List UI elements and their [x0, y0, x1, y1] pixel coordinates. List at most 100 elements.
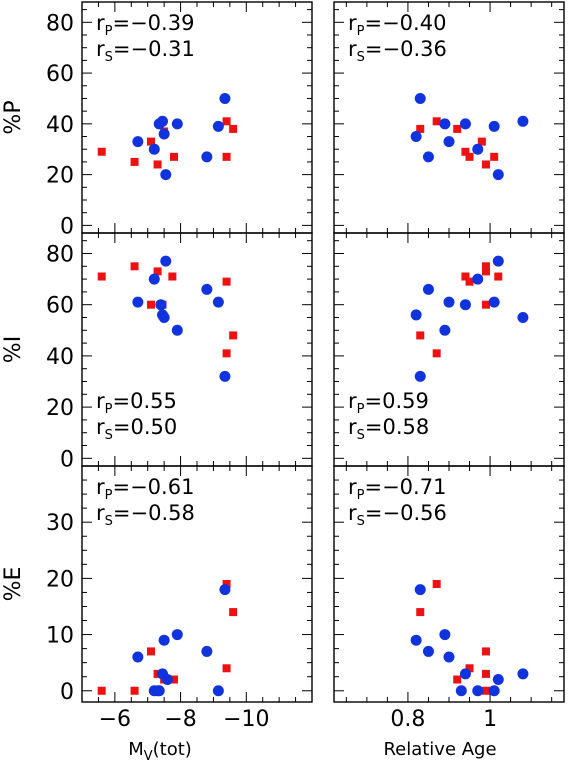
data-point-square [147, 647, 155, 656]
data-point-square [170, 152, 178, 161]
data-point-circle [517, 115, 529, 127]
data-point-circle [492, 255, 504, 267]
x-axis-title-relative-age: Relative Age [383, 739, 496, 760]
data-point-circle [517, 311, 529, 323]
data-point-circle [422, 151, 434, 163]
data-point-square [465, 152, 474, 161]
data-point-square [97, 686, 106, 695]
annotation-value: =0.59 [364, 389, 428, 413]
correlation-annotation: rS=−0.58 [96, 501, 195, 529]
annotation-value: =−0.61 [112, 475, 194, 499]
annotation-value: =0.50 [113, 415, 177, 439]
data-point-circle [472, 685, 484, 697]
annotation-value: =−0.31 [113, 37, 195, 61]
data-point-square [222, 664, 231, 673]
x-title-magnitude-sub: V [144, 749, 153, 764]
annotation-symbol: r [348, 475, 357, 499]
correlation-annotation: rS=0.58 [348, 415, 429, 443]
data-point-square [97, 147, 106, 156]
annotation-value: =−0.56 [365, 501, 447, 525]
data-point-circle [410, 634, 422, 646]
y-axis-label: %P [1, 100, 26, 134]
data-point-square [147, 137, 155, 146]
data-point-square [481, 300, 490, 309]
y-tick-label: 80 [46, 242, 74, 267]
annotation-subscript: S [357, 428, 365, 443]
data-point-circle [459, 118, 471, 130]
data-point-circle [443, 651, 455, 663]
data-point-circle [219, 92, 231, 104]
annotation-subscript: P [105, 24, 113, 39]
data-point-circle [459, 299, 471, 311]
data-point-circle [439, 629, 451, 641]
data-point-square [130, 262, 139, 271]
data-point-circle [158, 311, 170, 323]
data-point-square [222, 117, 231, 126]
y-tick-label: 0 [60, 447, 74, 472]
data-point-circle [422, 283, 434, 295]
data-point-circle [132, 651, 144, 663]
data-point-square [432, 117, 441, 126]
annotation-symbol: r [348, 11, 357, 35]
data-point-circle [201, 645, 213, 657]
data-point-circle [158, 128, 170, 140]
data-point-circle [492, 169, 504, 181]
annotation-value: =0.55 [112, 389, 176, 413]
data-point-circle [219, 370, 231, 382]
annotation-subscript: S [357, 514, 365, 529]
data-point-square [222, 580, 231, 588]
data-point-square [481, 262, 490, 271]
y-tick-label: 40 [46, 113, 74, 138]
data-point-circle [443, 296, 455, 308]
annotation-value: =−0.39 [112, 11, 194, 35]
annotation-subscript: P [357, 402, 365, 417]
data-point-circle [171, 629, 183, 641]
annotation-symbol: r [96, 415, 105, 439]
annotation-value: =−0.40 [364, 11, 446, 35]
data-point-circle [132, 136, 144, 148]
data-point-circle [157, 115, 168, 127]
y-axis-label: %I [1, 336, 26, 363]
data-point-circle [153, 685, 165, 697]
data-point-circle [132, 296, 144, 308]
data-point-square [153, 267, 162, 276]
y-tick-label: 0 [60, 214, 74, 239]
data-point-circle [212, 685, 224, 697]
data-point-square [416, 608, 425, 617]
data-point-circle [158, 634, 170, 646]
data-point-square [229, 124, 238, 133]
data-point-circle [414, 370, 426, 382]
data-point-square [453, 675, 462, 684]
correlation-annotation: rP=0.59 [348, 389, 429, 417]
x-tick-label: 1 [483, 707, 497, 732]
data-point-square [416, 331, 425, 340]
correlation-annotation: rS=−0.31 [96, 37, 195, 65]
annotation-symbol: r [96, 501, 105, 525]
y-tick-label: 40 [46, 345, 74, 370]
data-point-circle [201, 151, 213, 163]
x-tick-label: −8 [164, 707, 196, 732]
data-point-square [416, 124, 425, 133]
panels-layer: 020406080%PrP=−0.39rS=−0.31rP=−0.40rS=−0… [1, 1, 565, 732]
data-point-square [147, 300, 155, 309]
y-tick-label: 0 [60, 680, 74, 705]
data-point-square [481, 686, 490, 695]
data-point-circle [155, 299, 167, 311]
correlation-annotation: rP=−0.39 [96, 11, 194, 39]
data-point-square [229, 331, 238, 340]
y-tick-label: 20 [46, 396, 74, 421]
annotation-subscript: P [105, 488, 113, 503]
data-point-circle [455, 685, 467, 697]
correlation-annotation: rP=0.55 [96, 389, 177, 417]
annotation-symbol: r [348, 501, 357, 525]
annotation-subscript: S [357, 50, 365, 65]
data-point-circle [443, 136, 455, 148]
data-point-circle [161, 674, 173, 686]
data-point-square [481, 647, 490, 656]
data-point-square [461, 272, 470, 281]
